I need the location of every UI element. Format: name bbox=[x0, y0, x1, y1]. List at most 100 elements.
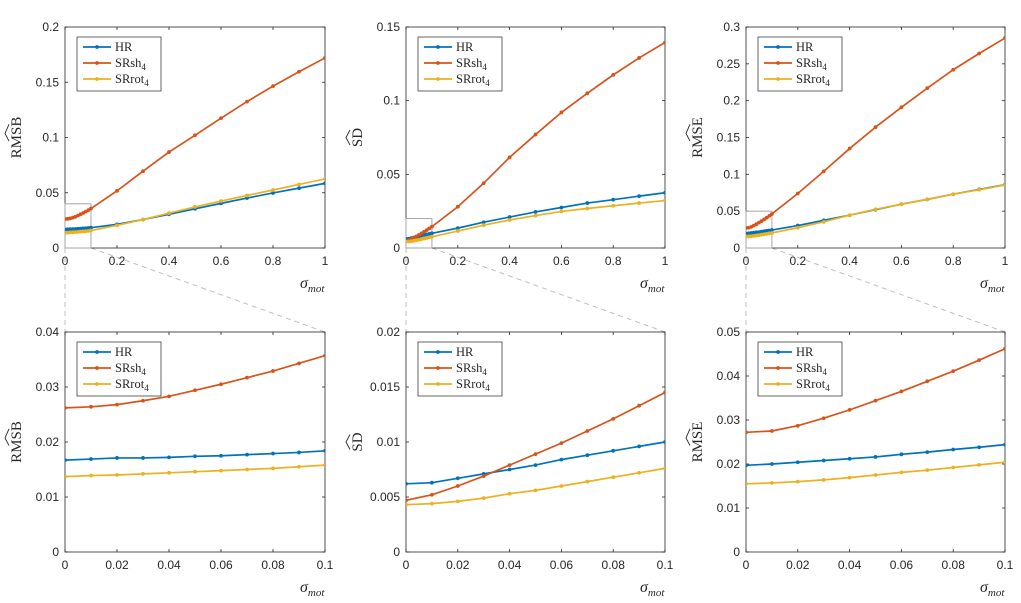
data-point-SRrot4 bbox=[611, 475, 616, 480]
y-tick-label: 0.015 bbox=[370, 380, 400, 394]
data-point-SRrot4 bbox=[951, 192, 956, 197]
data-point-SRrot4 bbox=[637, 470, 641, 475]
data-point-SRrot4 bbox=[167, 470, 171, 475]
x-tick-label: 0.4 bbox=[841, 254, 858, 268]
data-point-SRrot4 bbox=[663, 466, 665, 471]
data-point-HR bbox=[430, 231, 434, 236]
x-tick-label: 0.4 bbox=[501, 254, 518, 268]
data-point-SRrot4 bbox=[977, 462, 981, 467]
legend-box bbox=[757, 341, 843, 397]
x-axis-label: σmot bbox=[640, 579, 665, 599]
data-point-HR bbox=[821, 458, 826, 463]
legend-label-SRsh4: SRsh4 bbox=[115, 361, 146, 377]
data-point-SRsh4 bbox=[323, 56, 325, 60]
data-point-HR bbox=[430, 480, 434, 485]
y-tick-label: 0.15 bbox=[36, 75, 60, 89]
y-tick-label: 0 bbox=[393, 545, 400, 559]
data-point-SRrot4 bbox=[115, 473, 119, 477]
data-point-SRrot4 bbox=[795, 225, 800, 230]
data-point-SRsh4 bbox=[245, 99, 249, 104]
x-tick-label: 0.2 bbox=[109, 254, 126, 268]
y-tick-label: 0.03 bbox=[36, 380, 60, 394]
legend-box bbox=[417, 36, 503, 92]
data-point-SRrot4 bbox=[925, 197, 930, 202]
data-point-SRsh4 bbox=[899, 389, 904, 394]
data-point-SRsh4 bbox=[925, 379, 930, 384]
legend-marker-SRrot4 bbox=[776, 77, 780, 81]
x-axis-label-symbol: σ bbox=[640, 579, 649, 596]
data-point-SRsh4 bbox=[899, 105, 904, 110]
legend-marker-SRsh4 bbox=[95, 61, 99, 65]
legend-label-SRrot4: SRrot4 bbox=[115, 377, 149, 393]
x-tick-label: 0 bbox=[403, 254, 410, 268]
y-axis-label-hat bbox=[685, 124, 691, 142]
legend-label-subscript: 4 bbox=[485, 383, 490, 393]
y-tick-label: 0.03 bbox=[717, 413, 741, 427]
data-point-SRsh4 bbox=[977, 358, 981, 363]
data-point-HR bbox=[746, 463, 748, 468]
chart-panel-bottom-left: 0 0.02 0.04 0.06 0.08 0.1 0 0.01 0.02 0.03 0.04 RMS… bbox=[4, 325, 334, 599]
data-point-SRrot4 bbox=[323, 177, 325, 181]
legend-label-SRsh4: SRsh4 bbox=[456, 361, 487, 377]
data-point-HR bbox=[297, 450, 301, 455]
data-point-SRsh4 bbox=[533, 132, 538, 137]
data-point-HR bbox=[141, 456, 145, 460]
data-point-HR bbox=[663, 440, 665, 444]
legend-label-subscript: 4 bbox=[825, 383, 830, 393]
data-point-SRsh4 bbox=[559, 441, 564, 445]
data-point-SRrot4 bbox=[795, 479, 800, 484]
legend-label-subscript: 4 bbox=[144, 383, 149, 393]
data-point-SRrot4 bbox=[481, 496, 486, 500]
x-axis-label: σmot bbox=[640, 275, 665, 295]
data-point-SRrot4 bbox=[297, 182, 301, 187]
legend-label-subscript: 4 bbox=[482, 367, 487, 377]
data-point-SRrot4 bbox=[430, 501, 434, 506]
data-point-SRsh4 bbox=[977, 51, 981, 56]
y-tick-label: 0.005 bbox=[370, 490, 400, 504]
data-point-HR bbox=[585, 453, 590, 458]
y-axis-label-hat bbox=[4, 428, 10, 446]
x-tick-label: 0.2 bbox=[789, 254, 806, 268]
legend-label-HR: HR bbox=[456, 40, 474, 54]
data-point-SRsh4 bbox=[951, 67, 956, 72]
data-point-HR bbox=[65, 458, 67, 463]
data-point-SRsh4 bbox=[663, 390, 665, 395]
y-tick-label: 0.25 bbox=[717, 57, 741, 71]
data-point-SRsh4 bbox=[167, 150, 171, 154]
data-point-SRrot4 bbox=[951, 465, 956, 470]
legend-label-base: SRsh bbox=[456, 361, 483, 375]
data-point-HR bbox=[663, 190, 665, 195]
data-point-SRrot4 bbox=[533, 488, 538, 493]
legend-label-subscript: 4 bbox=[825, 78, 830, 88]
data-point-SRrot4 bbox=[663, 198, 665, 203]
data-point-SRrot4 bbox=[89, 228, 93, 233]
data-point-SRsh4 bbox=[873, 125, 878, 130]
legend-label-subscript: 4 bbox=[822, 62, 827, 72]
legend-box bbox=[76, 36, 162, 92]
legend-marker-HR bbox=[95, 45, 99, 49]
y-tick-label: 0 bbox=[733, 241, 740, 255]
y-tick-label: 0 bbox=[393, 241, 400, 255]
y-tick-label: 0.01 bbox=[36, 490, 60, 504]
x-tick-label: 0.6 bbox=[553, 254, 570, 268]
data-point-SRsh4 bbox=[406, 498, 408, 503]
legend-label-subscript: 4 bbox=[482, 62, 487, 72]
x-tick-label: 0 bbox=[743, 254, 750, 268]
data-point-SRsh4 bbox=[637, 56, 641, 60]
data-point-SRsh4 bbox=[767, 213, 772, 218]
data-point-HR bbox=[899, 452, 904, 457]
x-tick-label: 0.1 bbox=[317, 558, 334, 572]
x-tick-label: 0.6 bbox=[893, 254, 910, 268]
legend-marker-HR bbox=[436, 45, 440, 49]
data-point-SRsh4 bbox=[533, 452, 538, 456]
x-tick-label: 0.4 bbox=[161, 254, 178, 268]
data-point-HR bbox=[770, 228, 774, 232]
legend-label-base: SRsh bbox=[796, 56, 823, 70]
legend-label-base: SRrot bbox=[456, 377, 486, 391]
zoom-connector-right bbox=[90, 247, 326, 333]
x-axis-label: σmot bbox=[300, 275, 325, 295]
legend-label-HR: HR bbox=[115, 345, 133, 359]
x-tick-label: 0.04 bbox=[838, 558, 862, 572]
data-point-SRrot4 bbox=[141, 472, 145, 476]
legend-label-SRrot4: SRrot4 bbox=[796, 72, 830, 88]
